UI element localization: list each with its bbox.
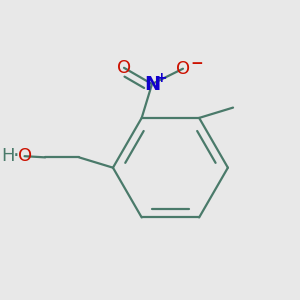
Text: O: O <box>176 60 190 78</box>
Text: O: O <box>18 148 32 166</box>
Text: H: H <box>2 148 15 166</box>
Text: −: − <box>191 56 203 71</box>
Text: +: + <box>156 70 167 85</box>
Text: ·: · <box>13 146 20 166</box>
Text: O: O <box>117 59 131 77</box>
Text: N: N <box>144 74 160 94</box>
